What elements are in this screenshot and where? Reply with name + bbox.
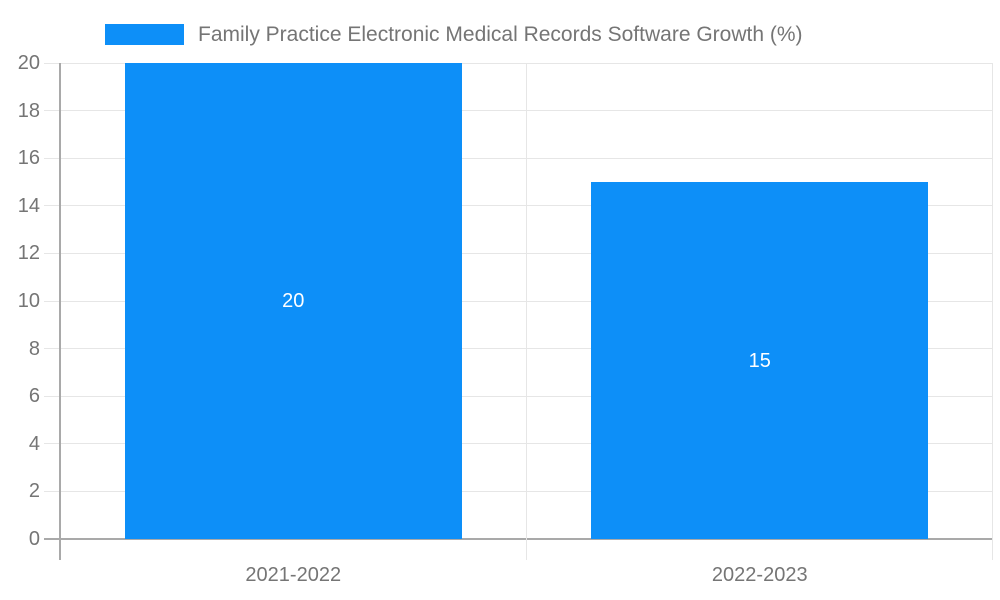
y-tick-label: 0: [28, 528, 40, 550]
y-axis-line: [59, 63, 61, 560]
y-tick-label: 4: [28, 432, 40, 455]
gridline: [44, 110, 993, 112]
y-tick-label: 20: [17, 52, 40, 74]
legend: Family Practice Electronic Medical Recor…: [105, 21, 803, 48]
plot-right-border: [992, 63, 993, 560]
legend-swatch: [105, 24, 184, 45]
bar: [591, 182, 929, 539]
gridline: [44, 443, 993, 445]
bar: [124, 63, 462, 539]
x-category-label: 2022-2023: [711, 564, 808, 586]
gridline: [44, 395, 993, 397]
y-tick-label: 8: [28, 337, 40, 360]
y-tick-label: 18: [17, 99, 40, 122]
x-category-label: 2021-2022: [245, 564, 342, 586]
gridline: [44, 348, 993, 350]
gridline: [44, 205, 993, 207]
y-tick-label: 2: [28, 480, 40, 503]
gridline: [44, 157, 993, 159]
gridline: [44, 490, 993, 492]
legend-series-label: Family Practice Electronic Medical Recor…: [198, 22, 803, 46]
y-tick-label: 16: [17, 147, 40, 170]
category-divider: [525, 63, 527, 560]
gridline: [44, 62, 993, 64]
y-tick-label: 12: [17, 242, 40, 265]
y-tick-label: 6: [28, 385, 40, 408]
x-axis-baseline: [44, 538, 993, 540]
y-tick-label: 10: [17, 290, 40, 312]
gridline: [44, 300, 993, 302]
y-tick-label: 14: [17, 194, 40, 217]
bar-value-label: 20: [282, 290, 305, 312]
bar-value-label: 15: [748, 349, 771, 372]
gridline: [44, 252, 993, 254]
